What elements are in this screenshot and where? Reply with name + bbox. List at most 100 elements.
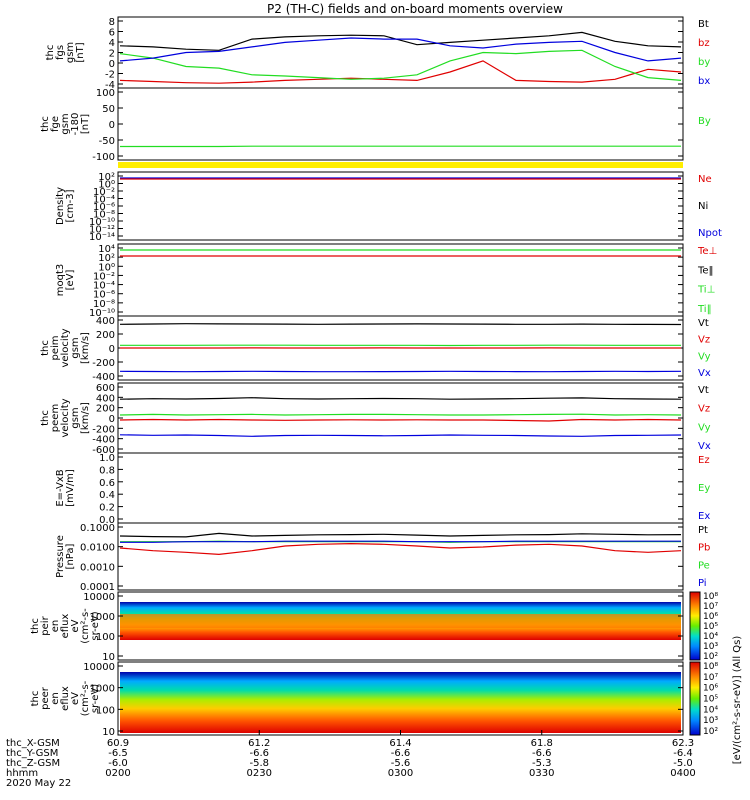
y-tick-label: 50 — [102, 104, 115, 115]
y-tick-label: 1000 — [90, 684, 115, 695]
y-tick-label: 10⁻² — [93, 187, 115, 198]
colorbar-tick-label: 10⁴ — [703, 705, 718, 715]
x-tick-hhmm: 0230 — [247, 768, 272, 779]
y-axis-label: eflux — [60, 614, 71, 639]
legend-Bt: Bt — [698, 19, 709, 30]
panel-fge: 100 50 0 -50 -100 thc fge gsm -180 [nT] By — [40, 87, 711, 163]
legend-Vz: Vz — [698, 404, 710, 415]
y-tick-label: 10⁰ — [98, 262, 115, 273]
y-tick-label: 10⁻¹⁰ — [89, 308, 115, 319]
y-axis-label: [nT] — [80, 114, 91, 134]
x-tick-zgsm: -6.0 — [108, 758, 128, 769]
y-axis-label: gsm — [70, 407, 81, 428]
legend-Ez: Ez — [698, 455, 710, 466]
y-axis-label: thc — [30, 691, 41, 707]
y-axis-label: gsm — [60, 113, 71, 134]
y-axis-label: thc — [40, 340, 51, 356]
legend-Ti⊥: Ti⊥ — [697, 285, 715, 296]
y-tick-label: 10⁻⁸ — [93, 299, 115, 310]
y-axis-label: fgs — [55, 45, 66, 60]
legend-Vy: Vy — [698, 351, 711, 362]
colorbar-tick-label: 10² — [703, 652, 718, 662]
legend-Vy: Vy — [698, 422, 711, 433]
x-tick-ygsm: -6.6 — [532, 748, 552, 759]
y-tick-label: 10² — [98, 172, 115, 183]
y-axis-label: Density — [55, 187, 66, 225]
y-tick-label: -200 — [92, 424, 115, 435]
legend-Vz: Vz — [698, 335, 710, 346]
colorbar-tick-label: 10⁷ — [703, 673, 718, 683]
y-tick-label: 8 — [109, 17, 115, 28]
y-axis-label: sr-eV) — [90, 611, 101, 640]
y-tick-label: 10⁴ — [98, 244, 115, 255]
legend-Vt: Vt — [698, 385, 709, 396]
colorbar-tick-label: 10⁸ — [703, 662, 718, 672]
panel-frame — [117, 171, 684, 241]
x-tick-ygsm: -6.4 — [673, 748, 693, 759]
legend-bx: bx — [698, 76, 710, 87]
panel-peir: 10000 1000 100 10 thc peir en eflux eV (cm²-s-sr-… — [30, 591, 684, 663]
series-line-Vz — [119, 418, 682, 422]
colorbar-tick-label: 10⁵ — [703, 622, 718, 632]
x-tick-ygsm: -6.6 — [391, 748, 411, 759]
series-line-Pt — [119, 532, 682, 538]
y-tick-label: 400 — [96, 393, 115, 404]
y-axis-label: (cm²-s- — [80, 680, 91, 716]
colorbar-tick-label: 10⁷ — [703, 602, 718, 612]
y-tick-label: -200 — [92, 358, 115, 369]
x-tick-ygsm: -6.6 — [249, 748, 269, 759]
series-line-Bt — [119, 31, 682, 51]
legend-Pe: Pe — [698, 560, 710, 571]
y-tick-label: -4 — [105, 80, 115, 91]
legend-Ex: Ex — [698, 511, 710, 522]
y-axis-label: en — [50, 692, 61, 705]
y-tick-label: 0.0010 — [80, 562, 115, 573]
y-tick-label: 400 — [96, 316, 115, 327]
legend-By: By — [698, 116, 711, 127]
y-tick-label: 0.0001 — [80, 582, 115, 593]
legend-Pi: Pi — [698, 578, 707, 589]
y-tick-label: 0.0100 — [80, 543, 115, 554]
chart-title: P2 (TH-C) fields and on-board moments ov… — [267, 2, 563, 16]
y-axis-label: peim — [50, 335, 61, 360]
series-line-Vt — [119, 397, 682, 400]
y-axis-label: thc — [30, 618, 41, 634]
legend-Npot: Npot — [698, 228, 722, 239]
colorbar-tick-label: 10² — [703, 727, 718, 737]
y-axis-label: E=-VxB — [55, 469, 66, 506]
spectrogram-core — [120, 614, 681, 628]
y-tick-label: 10⁻⁶ — [93, 202, 115, 213]
colorbar-tick-label: 10⁸ — [703, 592, 718, 602]
y-axis-label: eflux — [60, 686, 71, 711]
y-tick-label: 2 — [109, 49, 115, 60]
y-tick-label: 6 — [109, 28, 115, 39]
y-tick-label: -2 — [105, 70, 115, 81]
y-axis-label: eV — [70, 692, 81, 705]
y-tick-label: 0 — [109, 344, 115, 355]
quality-flag-bar — [118, 162, 683, 168]
y-tick-label: 10⁻² — [93, 271, 115, 282]
legend-Vx: Vx — [698, 368, 711, 379]
y-tick-label: 100 — [96, 632, 115, 643]
legend-Ni: Ni — [698, 201, 708, 212]
y-tick-label: 0.4 — [99, 490, 115, 501]
y-tick-label: 10000 — [83, 662, 115, 673]
y-axis-label: gsm — [70, 337, 81, 358]
y-tick-label: 10⁻⁶ — [93, 290, 115, 301]
y-tick-label: 10⁻⁸ — [93, 210, 115, 221]
series-line-Vy — [119, 413, 682, 416]
x-tick-xgsm: 61.2 — [248, 738, 270, 749]
y-tick-label: 10000 — [83, 592, 115, 603]
y-axis-label: [mV/m] — [65, 469, 76, 507]
colorbar-tick-label: 10³ — [703, 716, 718, 726]
series-line-Pb — [119, 542, 682, 556]
y-tick-label: -400 — [92, 372, 115, 383]
y-axis-label: eV — [70, 619, 81, 632]
x-row-label: thc_Z-GSM — [6, 758, 60, 769]
